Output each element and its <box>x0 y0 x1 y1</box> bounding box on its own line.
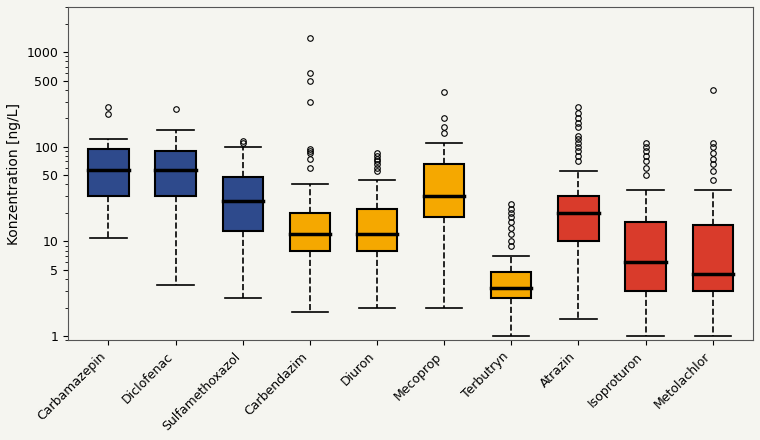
Bar <box>88 149 128 196</box>
Bar <box>491 271 531 298</box>
Bar <box>155 151 195 196</box>
Bar <box>692 225 733 291</box>
Bar <box>290 213 330 251</box>
Y-axis label: Konzentration [ng/L]: Konzentration [ng/L] <box>7 103 21 245</box>
Bar <box>424 165 464 217</box>
Bar <box>625 222 666 291</box>
Bar <box>559 196 599 242</box>
Bar <box>223 177 263 231</box>
Bar <box>357 209 397 251</box>
